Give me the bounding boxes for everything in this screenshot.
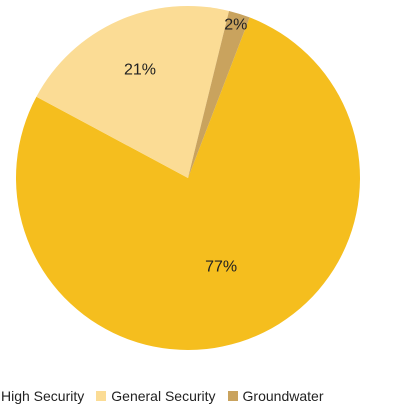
legend-item-groundwater: Groundwater — [227, 388, 324, 404]
legend-swatch-groundwater — [227, 391, 238, 401]
legend-swatch-general-security — [96, 391, 107, 401]
legend: High Security General Security Groundwat… — [0, 388, 335, 404]
data-label-groundwater: 2% — [224, 17, 247, 34]
legend-label-general-security: General Security — [111, 388, 216, 404]
pie-slice-high-security — [15, 17, 360, 351]
pie-chart: 77% 21% 2% — [15, 6, 360, 351]
pie-slice-general-security — [36, 6, 230, 179]
data-label-high-security: 77% — [205, 258, 237, 275]
pie-slice-groundwater — [188, 10, 250, 178]
legend-item-general-security: General Security — [96, 388, 216, 404]
data-label-general-security: 21% — [124, 61, 156, 78]
legend-item-high-security: High Security — [0, 388, 84, 404]
legend-label-groundwater: Groundwater — [242, 388, 324, 404]
legend-label-high-security: High Security — [1, 388, 85, 404]
